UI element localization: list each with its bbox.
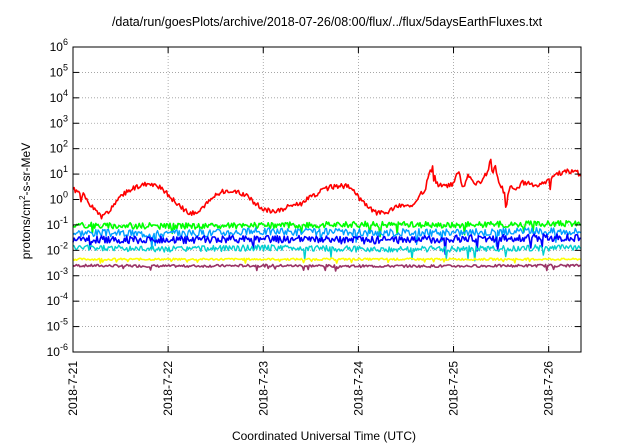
x-tick-label: 2018-7-26 <box>542 361 556 416</box>
y-tick-label: 106 <box>50 37 68 54</box>
series-line <box>72 227 582 249</box>
y-tick-label: 105 <box>50 62 68 79</box>
x-tick-label: 2018-7-25 <box>447 361 461 416</box>
series-line <box>72 263 582 272</box>
y-axis-label-prefix: protons/cm <box>19 200 33 259</box>
y-axis-label-superscript: 2 <box>18 195 27 200</box>
y-tick-label: 100 <box>50 190 68 207</box>
x-tick-label: 2018-7-23 <box>256 361 270 416</box>
series-layer <box>72 158 582 272</box>
y-tick-label: 10-4 <box>47 291 68 308</box>
y-tick-label: 10-2 <box>47 240 68 257</box>
y-tick-label: 101 <box>50 164 68 181</box>
x-tick-label: 2018-7-22 <box>161 361 175 416</box>
series-line <box>72 158 582 220</box>
y-tick-label: 10-3 <box>47 266 68 283</box>
y-axis-ticks: 10-6 10-5 10-4 10-3 10-2 10-1 100 101 102 103 104 1… <box>47 37 581 359</box>
x-tick-label: 2018-7-21 <box>66 361 80 416</box>
y-tick-label: 10-1 <box>47 215 68 232</box>
series-line <box>72 257 582 264</box>
y-tick-label: 10-5 <box>47 317 68 334</box>
x-axis-ticks: 2018-7-21 2018-7-22 2018-7-23 2018-7-24 2018… <box>66 47 556 416</box>
y-axis-label-suffix: -s-sr-MeV <box>19 143 33 196</box>
y-tick-label: 104 <box>50 88 68 105</box>
series-line <box>72 233 582 255</box>
y-tick-label: 103 <box>50 113 68 130</box>
y-axis-label: protons/cm2-s-sr-MeV <box>18 143 33 259</box>
y-tick-label: 102 <box>50 139 68 156</box>
x-axis-label: Coordinated Universal Time (UTC) <box>232 429 416 443</box>
y-tick-label: 10-6 <box>47 342 68 359</box>
series-line <box>72 220 582 238</box>
series-line <box>72 244 582 262</box>
chart-title: /data/run/goesPlots/archive/2018-07-26/0… <box>112 15 543 29</box>
x-tick-label: 2018-7-24 <box>351 361 365 416</box>
